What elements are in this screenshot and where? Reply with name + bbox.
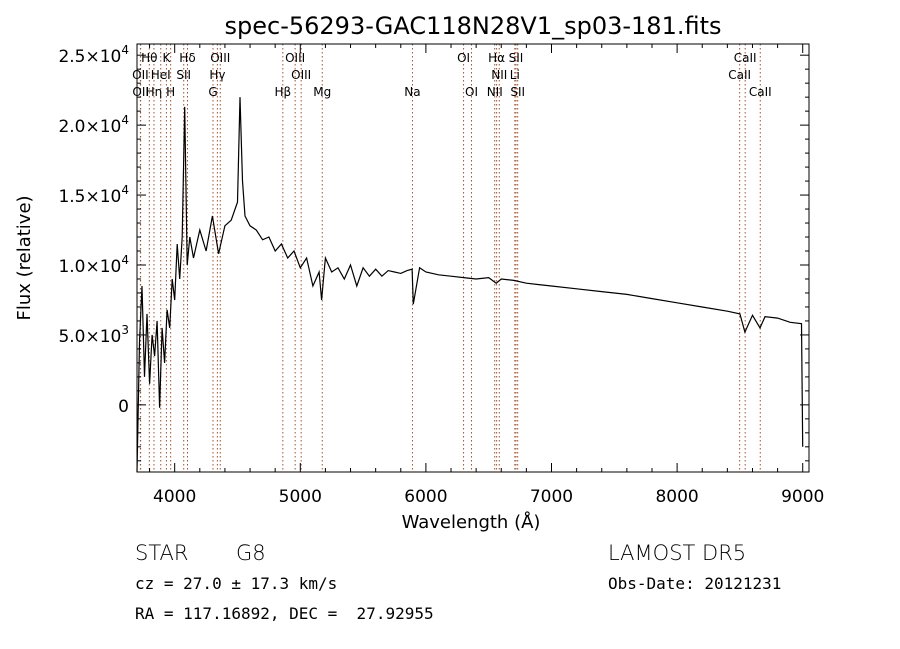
subclass: G8	[236, 541, 266, 565]
line-label-6: Hα	[488, 51, 505, 65]
line-label-22: Mg	[313, 85, 331, 99]
line-label-12: Hγ	[209, 68, 225, 82]
x-tick-label-1: 5000	[279, 487, 322, 507]
line-label-18: Hη	[146, 85, 163, 99]
line-label-8: CaII	[734, 51, 757, 65]
coordinates: RA = 117.16892, DEC = 27.92955	[135, 604, 434, 623]
spectral-line-markers	[139, 44, 761, 472]
line-label-16: CaII	[728, 68, 751, 82]
x-tick-label-2: 6000	[404, 487, 447, 507]
line-label-13: OIII	[291, 68, 311, 82]
line-label-10: HeI	[151, 68, 171, 82]
y-axis-label: Flux (relative)	[14, 195, 35, 320]
spectral-line-labels: Hθ K Hδ OIII OIII OI Hα SII CaII OII HeI SII Hγ OIII N…	[132, 51, 772, 99]
chart-title: spec-56293-GAC118N28V1_sp03-181.fits	[225, 12, 722, 40]
y-tick-label-2: 1.0×104	[58, 253, 129, 277]
plot-frame	[136, 43, 810, 473]
line-label-21: Hβ	[274, 85, 291, 99]
line-label-3: OIII	[210, 51, 230, 65]
line-label-25: NII	[487, 85, 503, 99]
line-label-27: CaII	[749, 85, 772, 99]
line-label-26: SII	[510, 85, 525, 99]
spectrum-chart: spec-56293-GAC118N28V1_sp03-181.fits Hθ K…	[14, 12, 824, 533]
line-label-7: SII	[509, 51, 524, 65]
x-axis: 4000 5000 6000 7000 8000 9000	[149, 44, 824, 507]
y-tick-label-0: 0	[118, 397, 129, 417]
x-tick-label-3: 7000	[530, 487, 573, 507]
redshift-value: cz = 27.0 ± 17.3 km/s	[135, 574, 338, 593]
line-label-24: OI	[465, 85, 478, 99]
x-tick-label-4: 8000	[655, 487, 698, 507]
object-class: STAR	[135, 541, 189, 565]
line-label-9: OII	[132, 68, 149, 82]
y-tick-label-4: 2.0×104	[58, 113, 129, 137]
x-axis-label: Wavelength (Å)	[402, 511, 541, 533]
x-tick-label-5: 9000	[781, 487, 824, 507]
y-tick-label-1: 5.0×103	[58, 323, 129, 347]
line-label-15: Li	[510, 68, 520, 82]
y-axis: 0 5.0×103 1.0×104 1.5×104 2.0×104 2.5×104	[58, 43, 809, 462]
line-label-11: SII	[176, 68, 191, 82]
y-tick-label-5: 2.5×104	[58, 43, 129, 67]
line-label-19: H	[166, 85, 175, 99]
line-label-23: Na	[404, 85, 420, 99]
line-label-2: Hδ	[179, 51, 195, 65]
line-label-14: NII	[491, 68, 507, 82]
x-tick-label-0: 4000	[153, 487, 196, 507]
spectrum-line	[136, 97, 804, 473]
survey-name: LAMOST DR5	[608, 541, 747, 565]
y-tick-label-3: 1.5×104	[58, 183, 129, 207]
line-label-20: G	[208, 85, 217, 99]
line-label-4: OIII	[285, 51, 305, 65]
line-label-5: OI	[457, 51, 470, 65]
line-label-0: Hθ	[141, 51, 157, 65]
obs-date: Obs-Date: 20121231	[608, 574, 782, 593]
line-label-1: K	[162, 51, 171, 65]
